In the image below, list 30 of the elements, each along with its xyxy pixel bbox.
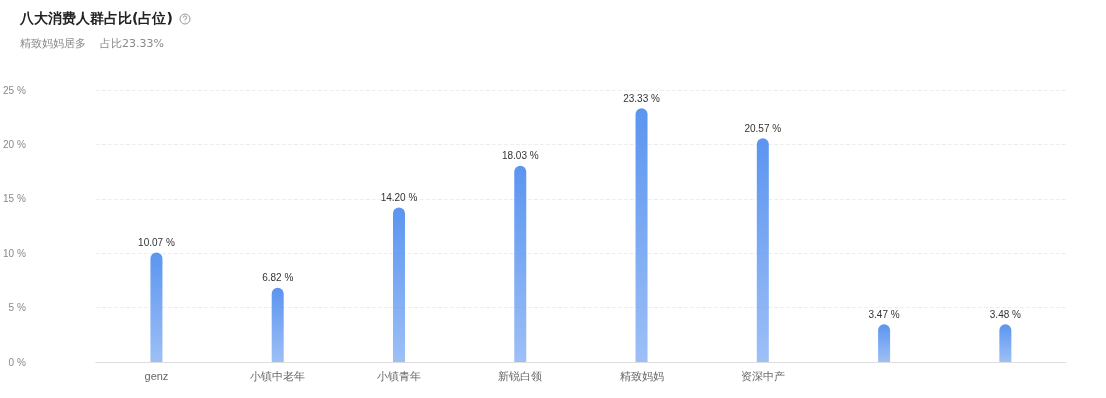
- bar: [150, 252, 163, 362]
- x-tick-label: 精致妈妈: [619, 369, 664, 382]
- data-label: 3.48 %: [989, 308, 1022, 320]
- x-tick-label: 资深中产: [740, 369, 785, 382]
- bar: [271, 287, 284, 362]
- data-label: 6.82 %: [262, 272, 294, 284]
- y-tick-label: 5 %: [8, 302, 26, 314]
- y-tick-label: 10 %: [3, 247, 26, 259]
- x-tick-label: genz: [144, 369, 169, 382]
- data-label: 3.47 %: [868, 308, 900, 320]
- bar: [756, 138, 769, 362]
- data-label: 10.07 %: [138, 236, 175, 248]
- y-tick-label: 25 %: [3, 84, 26, 96]
- bar: [999, 324, 1012, 362]
- x-tick-label: 小镇青年: [376, 369, 421, 382]
- chart-subtitle: 精致妈妈居多 占比23.33%: [20, 36, 164, 51]
- bar: [878, 324, 891, 362]
- y-tick-label: 15 %: [3, 193, 26, 205]
- data-label: 23.33 %: [623, 92, 660, 104]
- bar: [635, 108, 648, 362]
- chart-title: 八大消费人群占比(占位): [20, 10, 173, 28]
- x-tick-label: 小镇中老年: [250, 369, 306, 382]
- data-label: 14.20 %: [380, 192, 418, 203]
- bar: [392, 207, 405, 362]
- y-tick-label: 20 %: [3, 138, 26, 150]
- bar: [514, 165, 527, 362]
- data-label: 18.03 %: [501, 150, 539, 162]
- data-label: 20.57 %: [744, 122, 782, 134]
- y-tick-label: 0 %: [8, 356, 26, 368]
- x-tick-label: 新锐白领: [498, 369, 543, 382]
